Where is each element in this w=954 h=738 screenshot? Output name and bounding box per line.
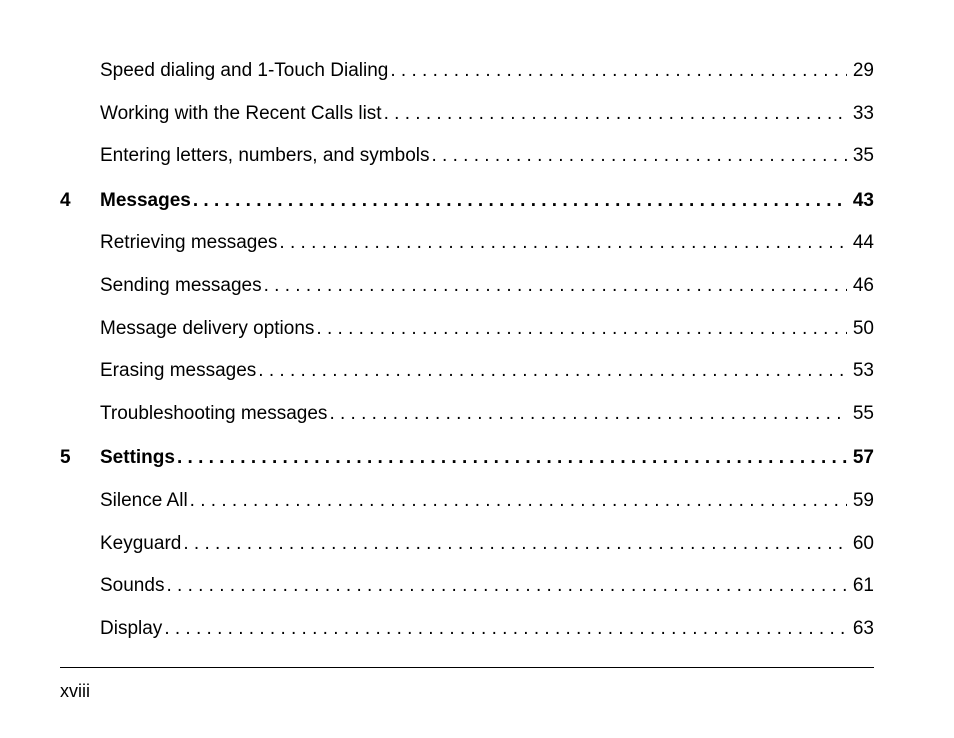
footer-page-number: xviii [60,681,90,702]
toc-chapter-entry: 5 Settings 57 [60,445,874,472]
toc-sub-entry: Silence All 59 [60,488,874,515]
entry-page: 50 [849,316,874,343]
entry-title: Message delivery options [100,316,314,343]
entry-title: Messages [100,188,191,215]
toc-sub-entry: Retrieving messages 44 [60,230,874,257]
entry-title: Working with the Recent Calls list [100,101,382,128]
entry-title: Settings [100,445,175,472]
toc-chapter-entry: 4 Messages 43 [60,188,874,215]
dot-leader [177,445,847,472]
entry-title: Speed dialing and 1-Touch Dialing [100,58,388,85]
dot-leader [258,358,847,385]
dot-leader [279,230,846,257]
footer-rule [60,667,874,668]
dot-leader [329,401,846,428]
entry-title: Retrieving messages [100,230,277,257]
entry-page: 59 [849,488,874,515]
chapter-number: 4 [60,188,100,215]
entry-title: Sending messages [100,273,262,300]
dot-leader [166,573,846,600]
dot-leader [190,488,847,515]
entry-page: 46 [849,273,874,300]
entry-title: Keyguard [100,531,181,558]
toc-sub-entry: Sounds 61 [60,573,874,600]
entry-page: 35 [849,143,874,170]
dot-leader [164,616,847,643]
entry-page: 60 [849,531,874,558]
dot-leader [193,188,847,215]
entry-page: 63 [849,616,874,643]
entry-page: 61 [849,573,874,600]
toc-sub-entry: Sending messages 46 [60,273,874,300]
dot-leader [264,273,847,300]
toc-sub-entry: Speed dialing and 1-Touch Dialing 29 [60,58,874,85]
toc-sub-entry: Display 63 [60,616,874,643]
page: Speed dialing and 1-Touch Dialing 29 Wor… [0,0,954,738]
dot-leader [432,143,847,170]
entry-page: 44 [849,230,874,257]
entry-page: 53 [849,358,874,385]
toc-sub-entry: Keyguard 60 [60,531,874,558]
entry-page: 29 [849,58,874,85]
entry-title: Display [100,616,162,643]
dot-leader [183,531,847,558]
toc-sub-entry: Working with the Recent Calls list 33 [60,101,874,128]
entry-title: Silence All [100,488,188,515]
toc-sub-entry: Entering letters, numbers, and symbols 3… [60,143,874,170]
entry-title: Troubleshooting messages [100,401,327,428]
entry-title: Sounds [100,573,164,600]
entry-page: 33 [849,101,874,128]
toc-sub-entry: Troubleshooting messages 55 [60,401,874,428]
dot-leader [384,101,847,128]
entry-page: 57 [849,445,874,472]
toc-sub-entry: Message delivery options 50 [60,316,874,343]
entry-page: 43 [849,188,874,215]
entry-title: Erasing messages [100,358,256,385]
chapter-number: 5 [60,445,100,472]
toc-sub-entry: Erasing messages 53 [60,358,874,385]
entry-title: Entering letters, numbers, and symbols [100,143,430,170]
dot-leader [316,316,846,343]
entry-page: 55 [849,401,874,428]
dot-leader [390,58,846,85]
table-of-contents: Speed dialing and 1-Touch Dialing 29 Wor… [60,58,874,642]
